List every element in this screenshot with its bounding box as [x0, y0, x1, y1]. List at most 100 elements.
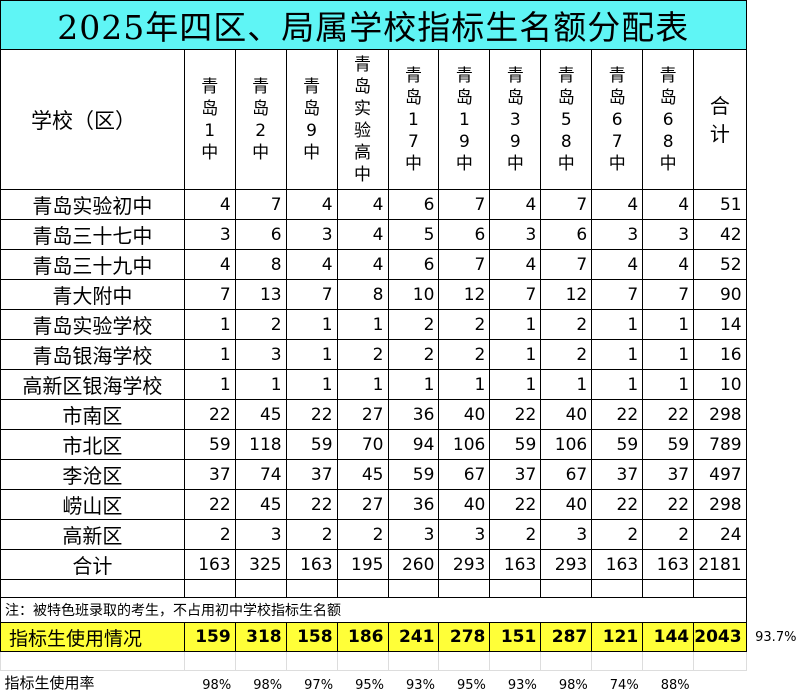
value-cell[interactable]: 67: [439, 460, 490, 490]
usage-value[interactable]: 158: [286, 623, 337, 652]
usage-value[interactable]: 287: [541, 623, 592, 652]
value-cell[interactable]: 13: [235, 280, 286, 310]
value-cell[interactable]: 7: [592, 280, 643, 310]
value-cell[interactable]: 74: [235, 460, 286, 490]
usage-value[interactable]: 144: [643, 623, 694, 652]
value-cell[interactable]: 7: [541, 250, 592, 280]
value-cell[interactable]: 2: [541, 310, 592, 340]
value-cell[interactable]: 10: [694, 370, 746, 400]
value-cell[interactable]: 1: [235, 370, 286, 400]
value-cell[interactable]: 2: [643, 520, 694, 550]
usage-value[interactable]: 241: [388, 623, 439, 652]
value-cell[interactable]: 106: [541, 430, 592, 460]
empty-cell[interactable]: [439, 580, 490, 598]
usage-label[interactable]: 指标生使用情况: [1, 623, 185, 652]
rate-value[interactable]: 93%: [388, 671, 439, 693]
value-cell[interactable]: 59: [286, 430, 337, 460]
value-cell[interactable]: 7: [286, 280, 337, 310]
value-cell[interactable]: 1: [184, 340, 235, 370]
value-cell[interactable]: 59: [184, 430, 235, 460]
value-cell[interactable]: 22: [286, 490, 337, 520]
value-cell[interactable]: 6: [235, 220, 286, 250]
column-header[interactable]: 青岛实验高中: [337, 50, 388, 190]
value-cell[interactable]: 37: [592, 460, 643, 490]
value-cell[interactable]: 163: [643, 550, 694, 580]
usage-value[interactable]: 186: [337, 623, 388, 652]
value-cell[interactable]: 1: [286, 370, 337, 400]
value-cell[interactable]: 22: [286, 400, 337, 430]
value-cell[interactable]: 3: [541, 520, 592, 550]
value-cell[interactable]: 293: [541, 550, 592, 580]
value-cell[interactable]: 1: [541, 370, 592, 400]
value-cell[interactable]: 3: [388, 520, 439, 550]
empty-cell[interactable]: [490, 580, 541, 598]
school-column-header[interactable]: 学校（区）: [1, 50, 185, 190]
usage-value[interactable]: 121: [592, 623, 643, 652]
value-cell[interactable]: 118: [235, 430, 286, 460]
value-cell[interactable]: 298: [694, 490, 746, 520]
value-cell[interactable]: 1: [286, 310, 337, 340]
value-cell[interactable]: 7: [235, 190, 286, 220]
value-cell[interactable]: 59: [490, 430, 541, 460]
rate-value[interactable]: 88%: [643, 671, 694, 693]
empty-cell[interactable]: [235, 652, 286, 671]
row-name[interactable]: 高新区: [1, 520, 185, 550]
empty-cell[interactable]: [337, 580, 388, 598]
value-cell[interactable]: 4: [286, 190, 337, 220]
value-cell[interactable]: 2: [490, 520, 541, 550]
value-cell[interactable]: 14: [694, 310, 746, 340]
rate-value[interactable]: 98%: [541, 671, 592, 693]
value-cell[interactable]: 51: [694, 190, 746, 220]
row-name[interactable]: 青岛三十七中: [1, 220, 185, 250]
empty-cell[interactable]: [694, 671, 746, 693]
value-cell[interactable]: 4: [337, 190, 388, 220]
value-cell[interactable]: 1: [490, 310, 541, 340]
value-cell[interactable]: 42: [694, 220, 746, 250]
value-cell[interactable]: 4: [490, 190, 541, 220]
value-cell[interactable]: 1: [592, 370, 643, 400]
empty-cell[interactable]: [235, 580, 286, 598]
column-header[interactable]: 合计: [694, 50, 746, 190]
value-cell[interactable]: 94: [388, 430, 439, 460]
value-cell[interactable]: 7: [184, 280, 235, 310]
row-name[interactable]: 市南区: [1, 400, 185, 430]
value-cell[interactable]: 1: [184, 370, 235, 400]
value-cell[interactable]: 163: [592, 550, 643, 580]
value-cell[interactable]: 1: [286, 340, 337, 370]
value-cell[interactable]: 16: [694, 340, 746, 370]
empty-cell[interactable]: [592, 652, 643, 671]
value-cell[interactable]: 4: [490, 250, 541, 280]
value-cell[interactable]: 22: [490, 400, 541, 430]
value-cell[interactable]: 1: [439, 370, 490, 400]
row-name[interactable]: 青岛实验学校: [1, 310, 185, 340]
value-cell[interactable]: 2: [388, 340, 439, 370]
empty-cell[interactable]: [694, 580, 746, 598]
usage-value[interactable]: 318: [235, 623, 286, 652]
value-cell[interactable]: 2: [439, 310, 490, 340]
value-cell[interactable]: 3: [592, 220, 643, 250]
empty-cell[interactable]: [541, 652, 592, 671]
value-cell[interactable]: 36: [388, 400, 439, 430]
value-cell[interactable]: 497: [694, 460, 746, 490]
value-cell[interactable]: 1: [592, 340, 643, 370]
empty-cell[interactable]: [184, 580, 235, 598]
value-cell[interactable]: 4: [184, 190, 235, 220]
value-cell[interactable]: 10: [388, 280, 439, 310]
value-cell[interactable]: 5: [388, 220, 439, 250]
rate-value[interactable]: 93%: [490, 671, 541, 693]
empty-cell[interactable]: [643, 652, 694, 671]
value-cell[interactable]: 1: [337, 310, 388, 340]
usage-value[interactable]: 159: [184, 623, 235, 652]
value-cell[interactable]: 325: [235, 550, 286, 580]
value-cell[interactable]: 7: [643, 280, 694, 310]
value-cell[interactable]: 260: [388, 550, 439, 580]
value-cell[interactable]: 3: [490, 220, 541, 250]
row-name[interactable]: 高新区银海学校: [1, 370, 185, 400]
value-cell[interactable]: 293: [439, 550, 490, 580]
value-cell[interactable]: 1: [643, 370, 694, 400]
row-name[interactable]: 青岛三十九中: [1, 250, 185, 280]
